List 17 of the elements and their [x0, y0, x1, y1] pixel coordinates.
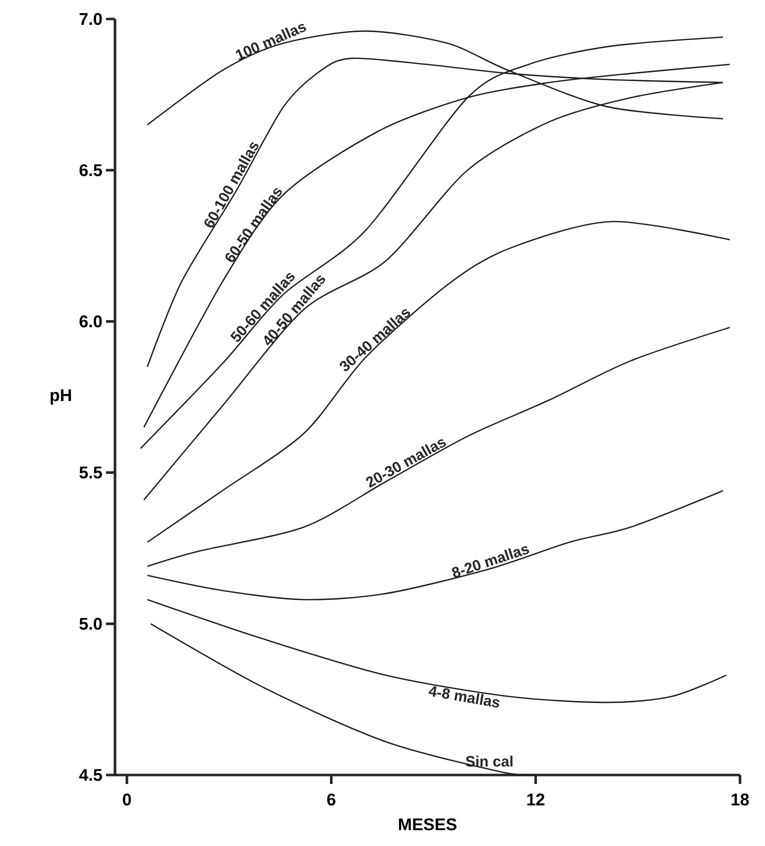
- x-tick-label: 18: [732, 794, 749, 806]
- text: 8-20 mallas: [452, 546, 530, 578]
- series-label: Sin cal: [466, 756, 512, 767]
- y-tick-label: 6.0: [80, 315, 102, 328]
- y-tick-label: 6.5: [80, 164, 102, 176]
- x-tick-label: 0: [122, 794, 131, 806]
- x-tick-label: 6: [327, 794, 336, 806]
- text: 4-8 mallas: [428, 686, 500, 708]
- line-series: [146, 490, 724, 600]
- y-tick-label: 5.0: [79, 618, 102, 630]
- y-tick-label: 7.0: [80, 12, 102, 25]
- y-axis-title: pH: [50, 389, 71, 405]
- x-tick-label: 12: [527, 794, 544, 806]
- x-axis-title: MESES: [398, 818, 456, 830]
- text: 100 mallas: [236, 24, 306, 60]
- y-tick-label: 4.5: [79, 769, 102, 781]
- y-tick-label: 5.5: [79, 466, 102, 479]
